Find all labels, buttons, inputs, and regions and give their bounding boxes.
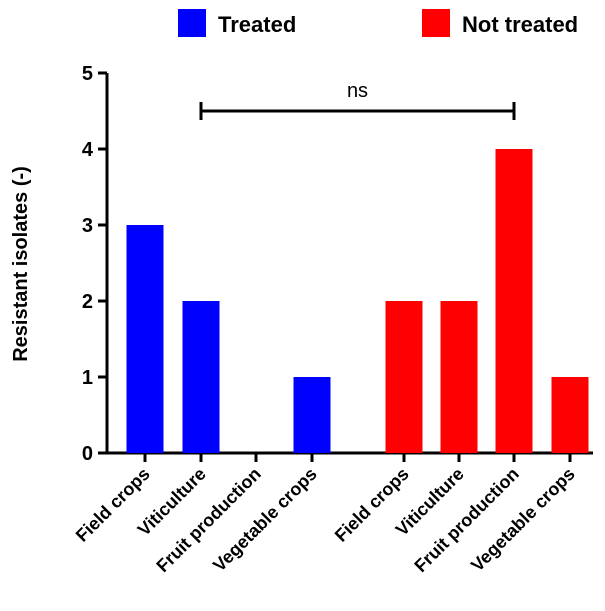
y-axis-title: Resistant isolates (-) [10, 166, 32, 362]
y-tick-label: 3 [82, 215, 93, 237]
legend: Treated Not treated [178, 9, 578, 37]
x-category-label: Fruit production [152, 464, 264, 576]
bar [440, 301, 478, 453]
bar [126, 225, 164, 453]
y-tick-label: 5 [82, 63, 93, 85]
legend-swatch-treated [178, 9, 206, 37]
y-tick-label: 1 [82, 367, 93, 389]
legend-label-treated: Treated [218, 12, 296, 37]
x-category-label: Vegetable crops [467, 464, 579, 576]
y-tick-label: 2 [82, 291, 93, 313]
legend-swatch-not-treated [422, 9, 450, 37]
legend-label-not-treated: Not treated [462, 12, 578, 37]
bar [551, 377, 589, 453]
y-tick-label: 0 [82, 443, 93, 465]
x-category-label: Vegetable crops [209, 464, 321, 576]
bars [126, 149, 589, 453]
bar [293, 377, 331, 453]
x-category-label: Fruit production [410, 464, 522, 576]
bar [495, 149, 533, 453]
significance-annotation: ns [199, 80, 516, 120]
bar [182, 301, 220, 453]
bar [385, 301, 423, 453]
y-tick-label: 4 [82, 139, 94, 161]
significance-label: ns [347, 80, 368, 102]
